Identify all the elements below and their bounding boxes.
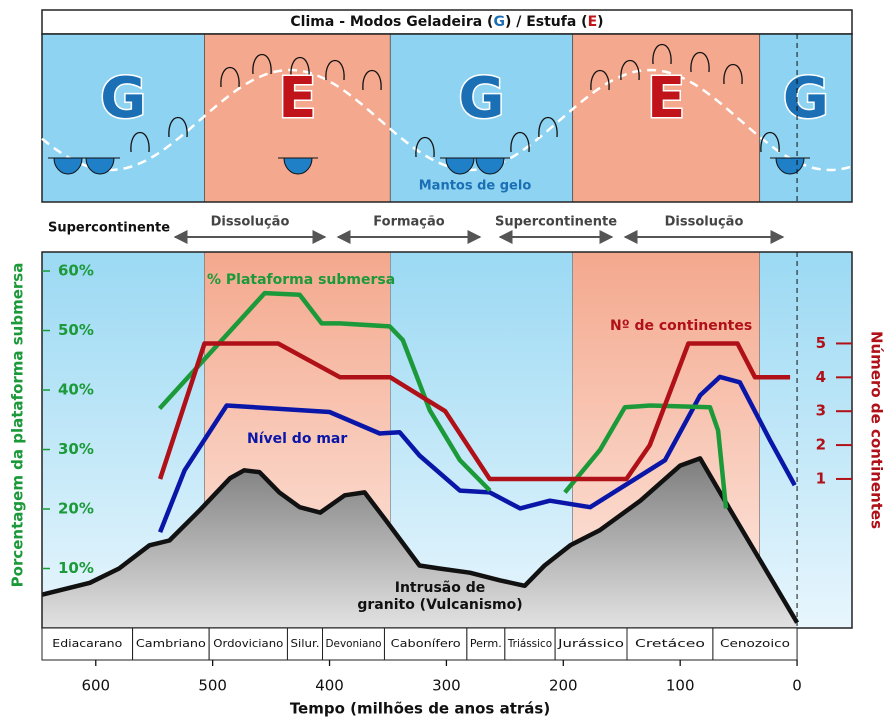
chart: Clima - Modos Geladeira (G) / Estufa (E)… [0,0,895,719]
phase-label: Dissolução [665,215,744,230]
title-part: ) / Estufa ( [505,14,588,30]
period-label: Triássico [507,637,552,650]
phase-label: Dissolução [211,215,290,230]
title-part: ) [597,14,603,30]
x-tick-label: 400 [315,677,344,695]
y-tick-label: 20% [58,500,94,518]
period-label: Cabonífero [391,637,461,650]
chart-title: Clima - Modos Geladeira (G) / Estufa (E) [290,14,603,30]
y2-tick-label: 4 [816,368,826,386]
x-tick-label: 0 [792,677,802,695]
period-label: Ordoviciano [213,637,283,650]
climate-letter: G [100,66,146,131]
period-label: Ediacarano [52,637,122,650]
period-label: Perm. [470,637,502,650]
title-part: G [493,14,505,30]
x-tick-label: 300 [432,677,461,695]
title-part: E [588,14,598,30]
plate-label: Supercontinente [48,221,170,236]
y-tick-label: 50% [58,321,94,339]
series-label: Nível do mar [247,431,347,447]
series-label: Intrusão de [395,580,486,596]
y-tick-label: 40% [58,381,94,399]
period-label: Cretáceo [635,637,705,650]
y-tick-label: 10% [58,559,94,577]
y2-tick-label: 5 [816,334,826,352]
x-tick-label: 600 [81,677,110,695]
climate-letter: E [647,66,685,131]
x-tick-label: 500 [198,677,227,695]
y-tick-label: 60% [58,262,94,280]
climate-letter: G [458,66,504,131]
period-label: Cenozoico [720,637,790,650]
x-tick-label: 100 [666,677,695,695]
ice-label: Mantos de gelo [419,179,532,194]
x-tick-label: 200 [549,677,578,695]
series-label: granito (Vulcanismo) [357,597,522,613]
climate-band [760,252,852,628]
y-tick-label: 30% [58,440,94,458]
x-axis-title: Tempo (milhões de anos atrás) [290,700,550,718]
y2-tick-label: 2 [816,436,826,454]
y2-tick-label: 3 [816,402,826,420]
period-label: Silur. [290,637,319,650]
y2-axis-title: Número de continentes [868,331,886,529]
period-label: Devoniano [326,637,382,650]
climate-letter: G [783,66,829,131]
phase-label: Supercontinente [495,215,617,230]
y2-tick-label: 1 [816,469,826,487]
series-label: % Plataforma submersa [207,272,395,288]
period-label: Jurássico [557,637,625,650]
title-part: Clima - Modos Geladeira ( [290,14,493,30]
phase-label: Formação [373,215,444,230]
climate-letter: E [278,66,316,131]
period-label: Cambriano [136,637,206,650]
series-label: Nº de continentes [610,318,752,334]
y-axis-title: Porcentagem da plataforma submersa [9,263,27,588]
